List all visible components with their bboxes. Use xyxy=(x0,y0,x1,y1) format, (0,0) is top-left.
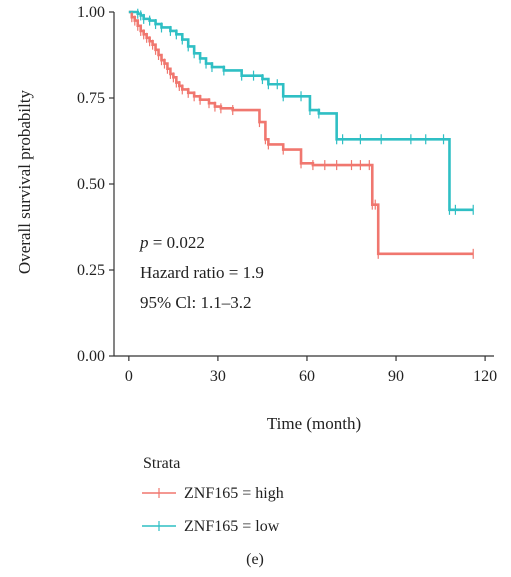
y-tick-label: 0.50 xyxy=(77,176,105,193)
x-tick-label: 60 xyxy=(299,368,315,385)
p-symbol: p xyxy=(139,233,149,252)
survival-curves xyxy=(128,10,474,256)
p-value-text: = 0.022 xyxy=(149,233,205,252)
y-tick-label: 0.25 xyxy=(77,262,105,279)
y-tick-label: 0.75 xyxy=(77,90,105,107)
hazard-ratio-annotation: Hazard ratio = 1.9 xyxy=(140,263,264,282)
panel-label: (e) xyxy=(246,551,264,568)
survival-curve-low xyxy=(128,10,474,212)
y-tick-label: 1.00 xyxy=(77,4,105,21)
x-axis-title: Time (month) xyxy=(267,414,361,433)
legend: Strata ZNF165 = high ZNF165 = low xyxy=(142,455,284,535)
x-tick-label: 0 xyxy=(125,368,133,385)
y-axis-title: Overall survival probabilty xyxy=(15,89,34,274)
legend-item-low: ZNF165 = low xyxy=(142,518,280,535)
legend-label-high: ZNF165 = high xyxy=(184,485,284,502)
axes: 0.00 0.25 0.50 0.75 1.00 0 30 60 90 120 xyxy=(77,4,497,385)
x-tick-label: 120 xyxy=(473,368,497,385)
x-tick-label: 30 xyxy=(210,368,226,385)
censor-marks xyxy=(131,8,474,259)
legend-title: Strata xyxy=(143,455,180,472)
p-value-annotation: p = 0.022 xyxy=(139,233,205,252)
y-tick-label: 0.00 xyxy=(77,348,105,365)
legend-item-high: ZNF165 = high xyxy=(142,485,284,502)
confidence-interval-annotation: 95% Cl: 1.1–3.2 xyxy=(140,293,251,312)
x-tick-label: 90 xyxy=(388,368,404,385)
legend-label-low: ZNF165 = low xyxy=(184,518,280,535)
survival-curve-high xyxy=(128,10,474,256)
